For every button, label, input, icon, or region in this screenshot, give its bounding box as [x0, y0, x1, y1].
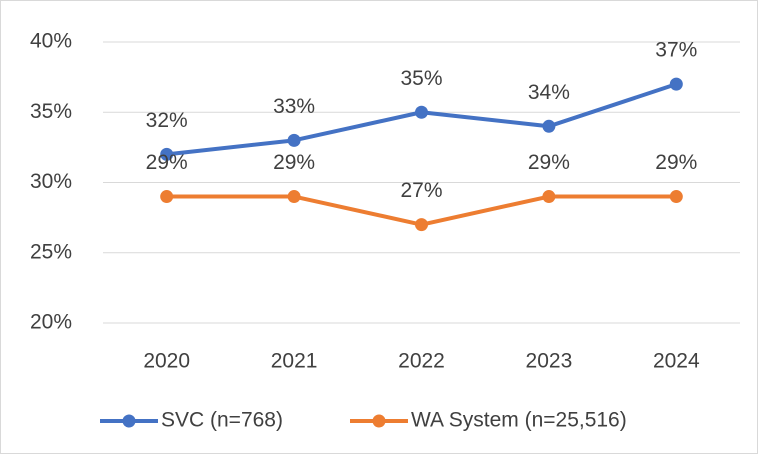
legend-marker	[372, 414, 386, 428]
point	[669, 190, 683, 204]
data-label: 33%	[273, 95, 315, 118]
point	[287, 133, 301, 147]
point	[415, 218, 428, 232]
data-label: 27%	[400, 179, 442, 202]
y-tick-label: 20%	[30, 311, 72, 334]
point	[542, 119, 556, 133]
legend-label: WA System (n=25,516)	[411, 409, 627, 432]
data-label: 37%	[655, 39, 697, 62]
data-label: 35%	[400, 67, 442, 90]
x-tick-label: 2021	[271, 350, 318, 373]
legend-label: SVC (n=768)	[161, 409, 283, 432]
y-tick-label: 40%	[30, 30, 72, 53]
x-tick-label: 2022	[398, 350, 445, 373]
data-label: 34%	[528, 81, 570, 104]
legend-marker	[122, 414, 136, 428]
y-tick-label: 30%	[30, 170, 72, 193]
x-tick-label: 2024	[653, 350, 700, 373]
point	[160, 147, 174, 161]
data-label: 29%	[528, 151, 570, 174]
data-label: 29%	[146, 151, 188, 174]
point	[415, 105, 428, 119]
point	[160, 190, 174, 204]
data-label: 32%	[146, 109, 188, 132]
data-label: 29%	[273, 151, 315, 174]
point	[287, 190, 301, 204]
x-tick-label: 2020	[143, 350, 190, 373]
point	[669, 77, 683, 91]
y-tick-label: 25%	[30, 240, 72, 263]
y-tick-label: 35%	[30, 100, 72, 123]
x-tick-label: 2023	[526, 350, 573, 373]
point	[542, 190, 556, 204]
data-label: 29%	[655, 151, 697, 174]
